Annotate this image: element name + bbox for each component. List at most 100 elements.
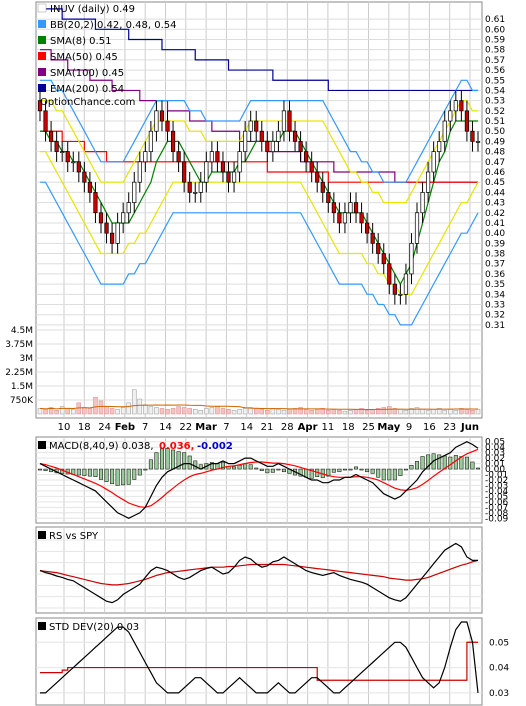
candle-body: [298, 141, 303, 152]
candle-body: [470, 130, 475, 142]
volume-bar: [414, 407, 420, 415]
volume-tick-label: 3.75M: [5, 340, 33, 350]
rs-frame: [35, 526, 483, 614]
candle-body: [49, 130, 54, 142]
candle-body: [237, 151, 242, 173]
candle-body: [159, 110, 165, 122]
candle-body: [331, 202, 336, 214]
x-tick-label: Feb: [115, 422, 135, 433]
macd-histogram-bar: [376, 468, 381, 478]
price-tick-label: 0.56: [485, 66, 505, 76]
volume-bar: [342, 410, 348, 415]
price-tick-label: 0.51: [485, 117, 505, 127]
price-tick-label: 0.42: [485, 209, 505, 219]
candle-body: [170, 130, 176, 152]
volume-bar: [226, 409, 231, 415]
macd-histogram-bar: [276, 468, 281, 471]
price-tick-label: 0.33: [485, 301, 505, 311]
volume-bar: [159, 408, 165, 415]
price-tick-label: 0.35: [485, 280, 505, 290]
macd-tick-label: 0.03: [485, 449, 505, 459]
rs-average-line: [39, 559, 479, 586]
macd-label: MACD(8,40,9) 0.038,: [49, 441, 154, 452]
candle-body: [353, 202, 359, 214]
price-tick-label: 0.53: [485, 97, 505, 107]
macd-tick-label: -0.06: [485, 498, 509, 508]
macd-histogram-bar: [148, 459, 153, 470]
macd-histogram-bar: [248, 464, 253, 470]
macd-histogram-bar: [104, 468, 109, 482]
candle-body: [403, 273, 409, 295]
macd-histogram-bar: [437, 454, 442, 470]
x-tick-label: 16: [423, 422, 436, 433]
volume-bar: [265, 410, 270, 415]
volume-bar: [398, 409, 403, 415]
macd-histogram-bar: [381, 468, 386, 481]
macd-tick-label: -0.07: [485, 503, 508, 513]
volume-bar: [43, 409, 48, 415]
candle-body: [60, 151, 65, 153]
volume-bar: [193, 409, 198, 415]
bb-lower-line: [40, 181, 479, 326]
price-tick-label: 0.48: [485, 148, 505, 158]
volume-bar: [65, 408, 70, 415]
volume-bar: [143, 404, 148, 415]
macd-tick-label: -0.02: [485, 476, 508, 486]
volume-bar: [403, 410, 409, 415]
bb-upper-line: [40, 79, 478, 183]
macd-tick-label: 0.02: [485, 454, 505, 464]
volume-bar: [314, 409, 320, 415]
candle-body: [398, 293, 403, 296]
volume-bar: [320, 408, 325, 415]
volume-bar: [253, 408, 259, 415]
macd-histogram-bar: [237, 464, 242, 470]
price-tick-label: 0.31: [485, 321, 505, 331]
volume-bar: [375, 408, 381, 415]
legend-swatch-title: [37, 3, 47, 13]
volume-bar: [464, 409, 470, 415]
volume-bar: [154, 407, 159, 415]
candle-body: [193, 192, 198, 194]
candle-body: [165, 120, 170, 132]
volume-bar: [259, 409, 265, 415]
price-tick-label: 0.61: [485, 15, 505, 25]
volume-bar: [270, 408, 276, 415]
macd-histogram-bar: [370, 468, 375, 474]
price-tick-label: 0.39: [485, 239, 505, 249]
volume-bar: [87, 408, 93, 415]
macd-histogram-bar: [354, 466, 359, 470]
macd-histogram-bar: [470, 461, 475, 470]
legend-bb: BB(20,2) 0.42, 0.48, 0.54: [50, 20, 176, 31]
macd-histogram-bar: [387, 468, 392, 481]
volume-bar: [237, 409, 242, 415]
candle-body: [437, 141, 442, 152]
candle-body: [54, 141, 59, 152]
candle-body: [98, 212, 104, 224]
volume-bar: [187, 408, 192, 415]
std-tick-label: 0.04: [489, 664, 509, 674]
macd-histogram-bar: [220, 462, 225, 470]
macd-histogram-bar: [365, 468, 370, 473]
macd-histogram-bar: [281, 468, 286, 473]
macd-tick-label: 0.01: [485, 460, 505, 470]
candle-body: [370, 232, 375, 244]
volume-bar: [198, 410, 204, 415]
macd-title: MACD(8,40,9) 0.038, 0.036, -0.002: [38, 441, 233, 452]
candle-body: [43, 110, 48, 132]
x-tick-label: 9: [406, 422, 412, 433]
volume-tick-label: 3M: [20, 354, 34, 364]
std-tick-label: 0.05: [489, 638, 509, 648]
candle-body: [270, 141, 275, 152]
macd-histogram-bar: [415, 461, 420, 470]
macd-swatch: [38, 441, 46, 449]
candle-body: [453, 100, 458, 112]
macd-tick-label: 0.04: [485, 443, 505, 453]
volume-bar: [48, 407, 54, 415]
x-tick-label: 14: [159, 422, 172, 433]
x-tick-label: Mar: [195, 422, 217, 433]
macd-histogram-bar: [159, 448, 164, 470]
volume-bar: [137, 398, 143, 415]
candle-body: [420, 192, 425, 214]
candle-body: [326, 192, 331, 203]
